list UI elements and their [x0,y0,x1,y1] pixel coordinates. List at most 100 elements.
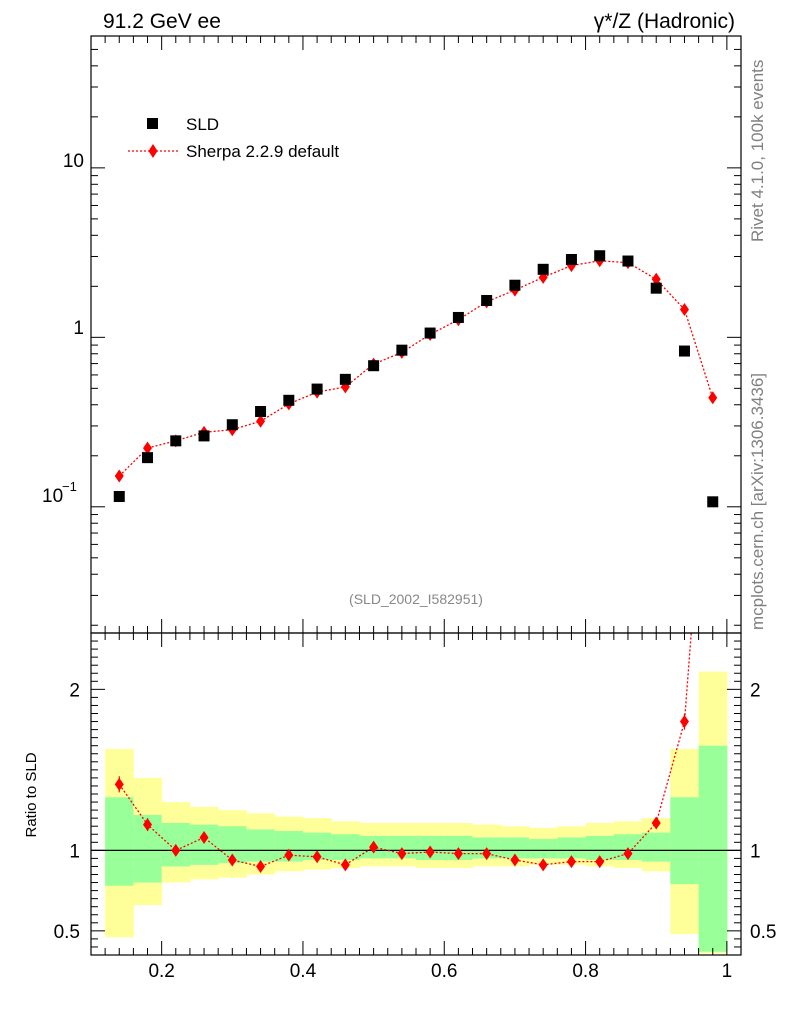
data-point [594,250,606,262]
legend-data-marker [147,118,158,129]
data-point [283,394,295,406]
ratio-ytick-labels: 0.5 0.5 1 1 2 2 [54,680,777,943]
data-point [678,345,690,357]
legend-mc-marker [148,144,158,158]
data-series [113,250,719,508]
ratio-mc-series [114,633,692,873]
mc-point [256,414,266,428]
header-right-title: γ*/Z (Hadronic) [594,10,735,33]
xtick-labels: 0.2 0.4 0.6 0.8 1 [148,961,732,982]
ratio-band-inner [331,834,360,861]
ratio-mc-point [566,855,576,869]
ratio-mc-point [312,850,322,864]
ratio-mc-point [482,847,492,861]
ratio-mc-point [453,847,463,861]
ytick-label-10-text: 10 [63,151,84,172]
mc-series [114,254,718,483]
data-point [537,263,549,275]
ratio-band-inner [189,824,219,865]
analysis-id-label: (SLD_2002_I582951) [349,591,483,607]
ratio-mc-point [538,858,548,872]
xtick-label: 0.2 [148,961,174,982]
header-left-title: 91.2 GeV ee [103,10,221,33]
ratio-mc-point [256,859,266,873]
data-point [452,311,464,323]
legend: SLD Sherpa 2.2.9 default [128,115,339,161]
ratio-mc-point [114,777,124,791]
mc-point [651,272,661,286]
ratio-ylabel: Ratio to SLD [23,752,40,837]
ratio-band-inner [670,797,700,885]
xtick-label: 0.8 [572,961,598,982]
mc-point [114,469,124,483]
ytick-label-0.1-exp: −1 [62,479,77,494]
xtick-label: 1 [722,961,733,982]
ratio-band-inner [500,837,530,859]
mc-point [708,391,718,405]
data-point [311,383,323,395]
rivet-label: Rivet 4.1.0, 100k events [748,60,767,242]
main-plot: 10 1 10 −1 (SLD_2002_I582951) [42,35,742,634]
data-point [339,373,351,385]
data-point [226,419,238,431]
data-point [622,255,634,267]
ratio-mc-line [118,633,692,868]
ytick-label-1-text: 1 [73,318,84,339]
data-point [509,279,521,291]
data-point [142,452,154,464]
ratio-axis-ticks [90,632,742,955]
ytick-label-0.1-base: 10 [42,486,63,507]
main-axis-ticks [90,35,742,633]
ratio-mc-point [227,853,237,867]
xtick-label: 0.4 [290,961,317,982]
ratio-frame [90,632,742,956]
ratio-mc-point [369,840,379,854]
ratio-mc-point [679,715,689,729]
ratio-mc-point [595,855,605,869]
ratio-mc-point [425,845,435,859]
ratio-band-inner [105,797,134,886]
data-point [113,491,125,503]
ratio-ytick-label-right: 2 [750,680,761,701]
data-point [707,496,719,508]
ratio-band-inner [246,829,276,862]
ratio-ytick-label: 1 [69,841,80,862]
legend-mc-label: Sherpa 2.2.9 default [186,142,339,161]
legend-data-label: SLD [186,115,219,134]
ratio-mc-point [397,847,407,861]
ratio-band-inner [529,839,558,859]
mc-line [118,260,714,477]
data-point [396,344,408,356]
data-point [255,406,267,418]
ratio-ytick-label: 2 [69,680,80,701]
ratio-band-inner [557,837,587,859]
ratio-ytick-label: 0.5 [54,922,80,943]
ratio-band-inner [698,745,728,952]
ratio-plot: 0.5 0.5 1 1 2 2 0.2 0.4 0.6 0.8 1 Ratio to SLD [23,632,777,982]
ratio-mc-point [199,830,209,844]
data-point [424,327,436,339]
ratio-ytick-label-right: 1 [750,841,761,862]
ratio-mc-point [340,858,350,872]
ratio-mc-point [651,816,661,830]
ratio-mc-point [510,853,520,867]
ytick-label-10: 10 [63,151,84,172]
mc-point [143,441,153,455]
ytick-label-1: 1 [73,318,84,339]
data-point [198,430,210,442]
ratio-mc-point [284,848,294,862]
ratio-mc-point [143,818,153,832]
data-point [170,435,182,447]
data-point [481,294,493,306]
ratio-bands [105,671,728,954]
data-point [650,282,662,294]
ratio-band-inner [642,832,671,862]
ratio-mc-point [171,843,181,857]
xtick-label: 0.6 [431,961,457,982]
ratio-mc-point [623,847,633,861]
data-point [368,360,380,372]
ytick-label-0.1: 10 −1 [42,479,77,507]
ratio-ytick-label-right: 0.5 [750,922,776,943]
mcplots-label: mcplots.cern.ch [arXiv:1306.3436] [748,373,767,630]
